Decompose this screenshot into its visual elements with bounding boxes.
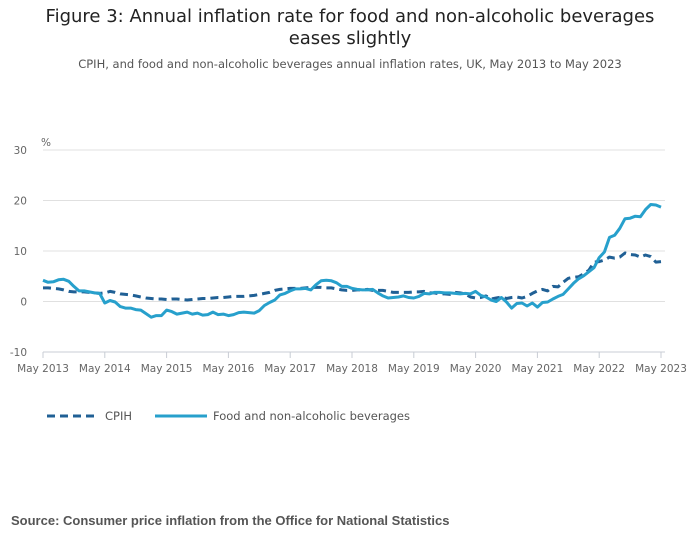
x-tick-label: May 2022 bbox=[573, 363, 625, 375]
chart-subtitle: CPIH, and food and non-alcoholic beverag… bbox=[78, 57, 622, 71]
x-tick-label: May 2021 bbox=[512, 363, 564, 375]
series-line-cpih bbox=[43, 251, 662, 302]
x-tick-label: May 2015 bbox=[141, 363, 193, 375]
x-tick-label: May 2017 bbox=[264, 363, 316, 375]
x-tick-label: May 2023 bbox=[635, 363, 687, 375]
x-tick-label: May 2016 bbox=[203, 363, 255, 375]
series-line-food bbox=[42, 203, 662, 319]
legend-label-food: Food and non-alcoholic beverages bbox=[213, 409, 410, 423]
source-note: Source: Consumer price inflation from th… bbox=[11, 513, 450, 528]
y-axis-ticks: 30 20 10 0 -10 bbox=[10, 145, 27, 359]
x-tick-label: May 2019 bbox=[388, 363, 440, 375]
chart-title: Figure 3: Annual inflation rate for food… bbox=[45, 6, 655, 49]
y-tick-label: -10 bbox=[10, 347, 27, 359]
x-tick-label: May 2020 bbox=[450, 363, 502, 375]
x-tick-label: May 2018 bbox=[326, 363, 378, 375]
x-tick-label: May 2013 bbox=[17, 363, 69, 375]
y-axis-label: % bbox=[41, 137, 51, 149]
y-tick-label: 20 bbox=[14, 196, 27, 208]
y-tick-label: 0 bbox=[20, 297, 27, 309]
x-tick-label: May 2014 bbox=[79, 363, 131, 375]
series-lines bbox=[42, 203, 662, 319]
gridlines bbox=[43, 149, 665, 302]
legend-label-cpih: CPIH bbox=[105, 409, 132, 423]
y-tick-label: 30 bbox=[14, 145, 27, 157]
y-tick-label: 10 bbox=[14, 246, 27, 258]
legend: CPIH Food and non-alcoholic beverages bbox=[47, 409, 410, 423]
x-axis: May 2013 May 2014 May 2015 May 2016 May 2017… bbox=[17, 351, 687, 375]
